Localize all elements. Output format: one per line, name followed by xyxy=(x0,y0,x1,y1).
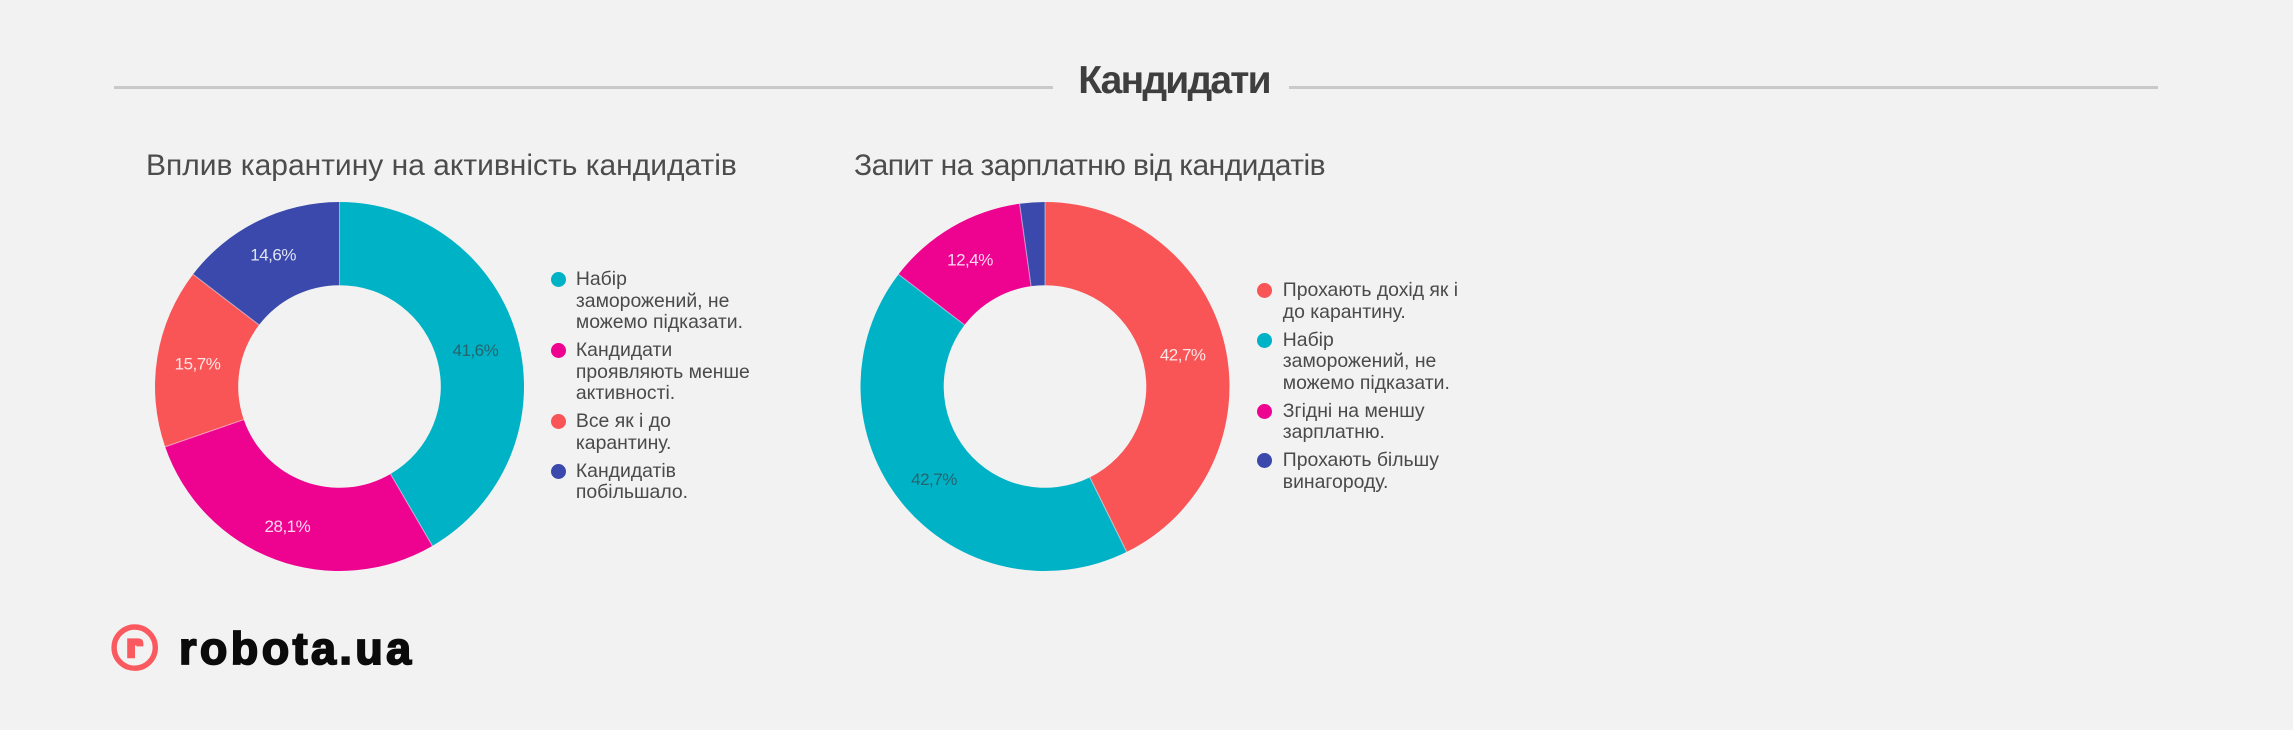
svg-text:15,7%: 15,7% xyxy=(175,355,221,374)
svg-text:14,6%: 14,6% xyxy=(250,246,296,265)
svg-text:41,6%: 41,6% xyxy=(453,341,499,360)
svg-text:42,7%: 42,7% xyxy=(911,470,957,489)
svg-text:12,4%: 12,4% xyxy=(947,251,993,270)
svg-text:42,7%: 42,7% xyxy=(1160,346,1206,365)
svg-text:28,1%: 28,1% xyxy=(265,517,311,536)
